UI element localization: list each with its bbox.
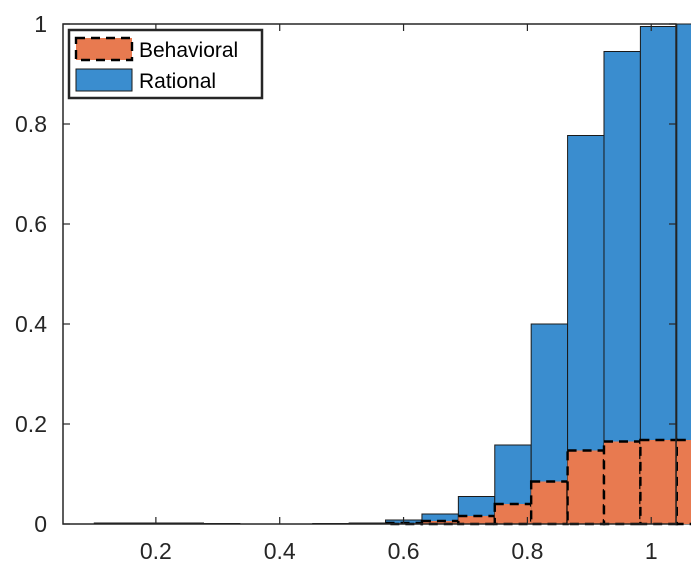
x-tick-label: 0.6 [388,538,420,564]
x-tick-label: 0.2 [140,538,172,564]
bar-behavioral [529,480,569,526]
bar-behavioral [493,502,533,526]
bar-behavioral [639,438,679,526]
axes-box [62,23,677,525]
y-tick-label: 1 [34,11,47,37]
legend-label-behavioral: Behavioral [139,39,238,62]
y-tick-label: 0.6 [15,211,47,237]
axes-layer: 0.2 0.4 0.6 0.8 1 0 0.2 0.4 0.6 0.8 1 [15,11,677,564]
legend-swatch-behavioral [74,36,134,62]
bar-rational [676,23,691,525]
y-tick-label: 0.2 [15,411,47,437]
legend-swatch-rational [75,68,133,92]
legend: Behavioral Rational [67,28,264,100]
y-tick-label: 0 [34,511,47,537]
bar-behavioral [675,438,691,526]
x-tick-label: 0.4 [264,538,296,564]
bar-behavioral [566,449,606,526]
y-tick-label: 0.4 [15,311,47,337]
bar-behavioral [602,440,642,526]
x-tick-label: 1 [645,538,658,564]
x-tick-label: 0.8 [511,538,543,564]
y-tick-label: 0.8 [15,111,47,137]
legend-label-rational: Rational [139,70,216,93]
bar-behavioral [457,514,496,526]
